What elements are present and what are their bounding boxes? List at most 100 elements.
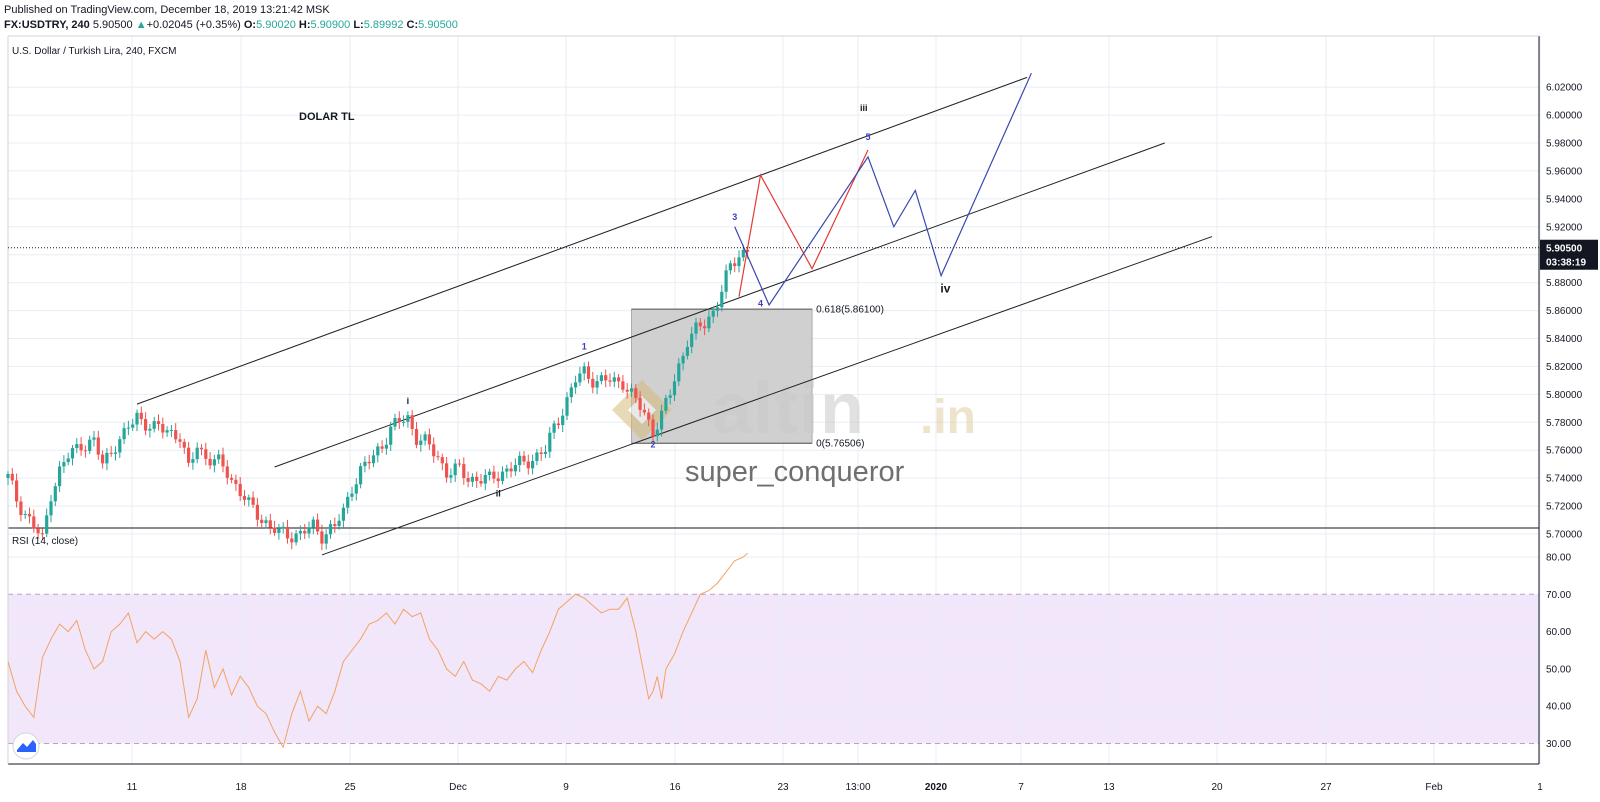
candle-body: [359, 466, 363, 485]
candle-body: [277, 528, 281, 533]
open-value: 5.90020: [256, 19, 296, 31]
candle-body: [371, 455, 376, 464]
close-label: C:: [406, 19, 419, 31]
candle-body: [182, 441, 186, 448]
published-line: Published on TradingView.com, December 1…: [4, 4, 330, 16]
wave-label: 4: [758, 298, 763, 308]
candle-body: [629, 388, 634, 392]
rsi-tick-label: 40.00: [1546, 702, 1571, 713]
y-tick-label: 5.74000: [1546, 474, 1583, 485]
candle-body: [251, 497, 255, 505]
candle-body: [741, 249, 745, 258]
candle-body: [612, 377, 616, 382]
y-tick-label: 5.84000: [1546, 334, 1583, 345]
candle-body: [105, 452, 109, 464]
candle-body: [79, 444, 83, 451]
x-tick-label: 20: [1211, 782, 1223, 793]
candle-body: [638, 397, 642, 410]
low-value: 5.89992: [363, 19, 404, 31]
candle-body: [144, 419, 148, 431]
candle-body: [642, 409, 646, 413]
candle-body: [414, 428, 419, 445]
candle-body: [496, 478, 500, 482]
candle-body: [672, 381, 677, 396]
candle-body: [32, 516, 36, 529]
x-tick-label: Feb: [1425, 782, 1443, 793]
candle-body: [556, 423, 560, 426]
high-label: H:: [298, 19, 311, 31]
x-tick-label: 18: [235, 782, 247, 793]
x-tick-label: 13: [1103, 782, 1115, 793]
candle-body: [62, 462, 66, 467]
cloud-icon: [17, 740, 36, 752]
y-tick-label: 5.86000: [1546, 306, 1583, 317]
candle-body: [475, 476, 479, 482]
last-price: 5.90500: [92, 19, 133, 31]
candle-body: [677, 363, 681, 382]
candle-body: [118, 439, 122, 453]
candle-body: [513, 465, 517, 472]
candle-body: [711, 310, 715, 317]
candle-body: [199, 447, 204, 450]
rsi-title[interactable]: RSI (14, close): [12, 536, 79, 547]
x-tick-label: 23: [777, 782, 789, 793]
symbol-ohlc-line: FX:USDTRY, 240 5.90500 ▲+0.02045 (+0.35%…: [4, 19, 458, 31]
x-tick-label: Dec: [449, 782, 467, 793]
candle-body: [131, 424, 135, 428]
rsi-tick-label: 70.00: [1546, 590, 1571, 601]
candle-body: [234, 479, 238, 484]
candle-body: [294, 533, 298, 543]
candle-body: [350, 493, 354, 497]
candle-body: [88, 439, 92, 451]
candle-body: [346, 496, 350, 508]
candle-body: [651, 419, 655, 437]
candle-body: [27, 514, 32, 517]
x-tick-label: 13:00: [845, 782, 870, 793]
candle-body: [531, 461, 535, 469]
candle-body: [230, 477, 234, 480]
candle-body: [449, 475, 453, 478]
candle-body: [10, 473, 14, 481]
candle-body: [320, 531, 324, 544]
symbol-label[interactable]: FX:USDTRY, 240: [4, 19, 90, 31]
candle-body: [419, 440, 423, 445]
instrument-title[interactable]: U.S. Dollar / Turkish Lira, 240, FXCM: [12, 46, 177, 57]
x-tick-label: 2020: [925, 782, 948, 793]
y-tick-label: 5.80000: [1546, 390, 1583, 401]
rsi-tick-label: 30.00: [1546, 739, 1571, 750]
x-tick-label: 11: [127, 782, 138, 793]
candle-body: [427, 434, 431, 445]
y-tick-label: 6.00000: [1546, 111, 1583, 122]
candle-body: [518, 455, 522, 466]
candle-body: [655, 429, 659, 437]
candle-body: [298, 530, 302, 534]
candle-body: [101, 454, 105, 464]
wave-label: 2: [650, 439, 655, 449]
candle-body: [242, 496, 247, 500]
candle-body: [281, 526, 285, 529]
rsi-tick-label: 80.00: [1546, 553, 1571, 564]
candle-body: [432, 444, 436, 457]
candle-body: [113, 452, 118, 454]
candle-body: [668, 395, 672, 398]
y-tick-label: 6.02000: [1546, 83, 1583, 94]
candle-body: [255, 504, 259, 520]
x-tick-label: 7: [1018, 782, 1024, 793]
candle-body: [156, 421, 161, 425]
candle-body: [19, 501, 23, 516]
candle-body: [737, 257, 741, 267]
rsi-line: [7, 552, 748, 749]
candle-body: [40, 533, 44, 535]
fib-level-label: 0.618(5.86100): [816, 305, 884, 316]
low-label: L:: [353, 19, 364, 31]
candle-body: [23, 514, 27, 516]
candle-body: [208, 458, 212, 466]
candle-body: [66, 458, 70, 463]
candle-body: [247, 497, 251, 500]
candle-body: [109, 452, 113, 454]
y-tick-label: 5.96000: [1546, 166, 1583, 177]
candle-body: [423, 434, 427, 441]
candle-body: [225, 466, 229, 478]
candle-body: [204, 449, 208, 459]
